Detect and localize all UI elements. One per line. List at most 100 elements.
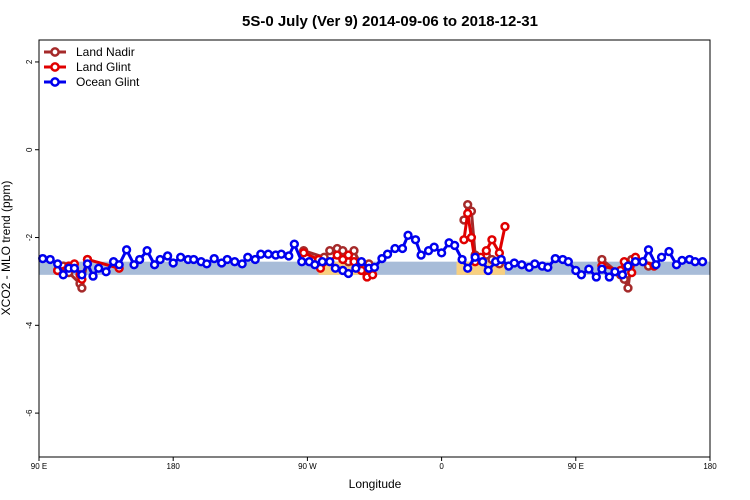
data-point-2-0-53 [390,243,400,254]
data-point-2-0-47 [351,263,361,273]
x-tick-label-5: 180 [703,462,717,471]
data-point-2-0-16 [142,246,152,256]
data-point-2-0-43 [325,257,335,267]
data-point-1-1-0 [299,248,309,258]
data-point-2-0-32 [250,254,260,265]
data-point-2-0-38 [289,239,300,249]
data-point-2-0-72 [517,260,527,270]
data-point-1-1-5 [343,250,354,260]
data-point-1-2-2 [466,232,477,243]
data-point-2-0-85 [604,272,614,282]
x-axis: 90 E 180 90 W 0 90 E 180 [31,457,717,471]
legend-marker-0 [50,47,60,57]
data-point-2-0-50 [369,262,380,273]
data-point-2-0-29 [230,257,240,267]
data-point-1-1-3 [332,250,342,260]
y-tick-label-1: -4 [25,321,34,329]
data-point-1-2-8 [500,221,510,232]
data-point-2-0-20 [168,258,178,268]
data-point-2-0-31 [243,252,253,262]
series-2 [38,230,708,282]
data-point-2-0-63 [457,254,467,265]
data-point-1-2-5 [481,246,491,256]
data-point-2-0-39 [297,257,307,267]
data-point-2-0-23 [189,254,199,265]
data-point-1-2-1 [463,208,473,219]
legend-label-2: Ocean Glint [76,75,140,89]
data-point-2-0-66 [477,257,488,267]
data-point-2-0-12 [114,260,124,270]
y-tick-label-3: 0 [25,147,34,152]
data-point-2-0-95 [671,260,682,270]
data-point-2-0-10 [101,267,111,277]
data-point-2-0-67 [483,265,493,276]
data-point-2-0-41 [310,260,320,270]
x-tick-label-2: 90 W [298,462,317,471]
data-point-2-0-69 [496,254,506,265]
data-point-0-1-2 [325,246,335,256]
data-point-2-0-65 [470,252,480,262]
data-point-2-0-52 [382,249,393,259]
x-tick-label-4: 90 E [568,462,584,471]
data-point-2-0-48 [356,257,367,267]
y-axis: -6 -4 -2 0 2 [25,59,39,417]
x-tick-label-1: 180 [167,462,181,471]
data-point-2-0-92 [651,260,661,270]
chart-title: 5S-0 July (Ver 9) 2014-09-06 to 2018-12-… [242,13,538,30]
data-point-2-0-80 [571,265,581,276]
data-point-2-0-25 [202,259,212,269]
data-point-0-3-3 [623,283,633,293]
data-point-2-0-5 [69,263,80,273]
legend-marker-2 [50,77,60,87]
data-point-2-0-37 [284,251,294,261]
data-point-2-0-74 [530,259,540,269]
data-point-2-0-19 [162,251,173,261]
data-point-2-0-2 [52,259,63,269]
data-point-2-0-15 [135,254,145,265]
data-point-2-0-17 [149,260,160,270]
y-axis-label: XCO2 - MLO trend (ppm) [0,181,13,316]
x-tick-label-0: 90 E [31,462,47,471]
data-point-2-0-59 [429,242,439,252]
series-0 [52,199,654,293]
series-layer [38,199,708,293]
data-point-2-0-30 [237,259,247,269]
data-point-2-0-86 [610,267,620,277]
data-point-2-0-1 [45,254,55,265]
data-point-2-0-89 [630,257,641,267]
data-point-1-1-4 [338,254,348,265]
data-point-2-0-28 [222,254,232,265]
data-point-2-0-91 [643,245,654,255]
data-point-2-0-7 [82,259,93,269]
data-point-2-0-3 [58,270,68,280]
data-point-0-1-6 [349,246,359,256]
data-point-2-0-34 [263,249,273,259]
plot-frame [38,39,711,458]
data-point-2-0-51 [377,253,387,264]
data-point-1-2-6 [487,235,497,245]
data-point-2-0-9 [93,263,104,273]
data-point-2-0-83 [591,272,601,282]
data-point-1-3-3 [627,267,637,278]
data-point-0-1-4 [338,246,348,256]
data-point-2-0-55 [403,230,413,240]
data-point-2-0-98 [690,257,700,267]
data-point-2-0-96 [677,255,687,266]
data-point-2-0-79 [563,257,573,267]
data-point-2-0-14 [129,260,139,270]
data-point-2-0-26 [209,253,219,264]
data-point-2-0-42 [317,257,327,267]
data-point-2-0-33 [256,249,266,259]
x-axis-label: Longitude [349,477,402,491]
y-tick-label-0: -6 [25,409,34,417]
data-point-2-0-88 [623,261,633,271]
data-point-2-0-18 [155,254,165,265]
data-point-2-0-82 [584,264,594,274]
data-point-2-0-60 [436,248,447,258]
data-point-0-2-1 [463,199,473,210]
data-point-2-0-56 [410,235,421,245]
data-point-2-0-6 [77,270,87,280]
data-point-2-0-71 [509,258,519,268]
